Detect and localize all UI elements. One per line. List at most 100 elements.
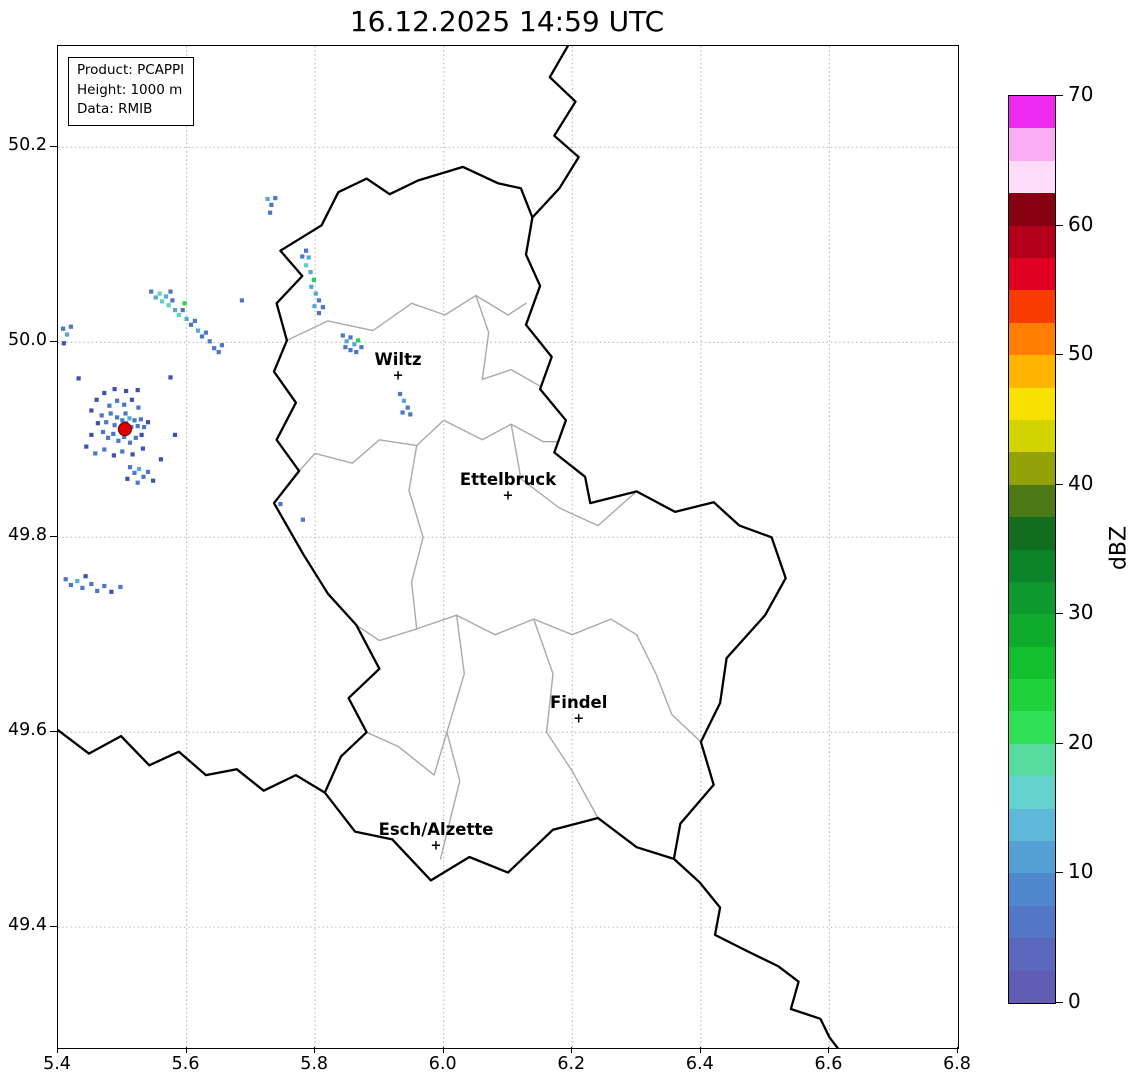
city-marker: + [430, 838, 442, 854]
radar-echo-pixel [61, 341, 66, 346]
x-axis-tick [314, 1047, 316, 1053]
radar-echo-pixel [124, 388, 129, 394]
colorbar-tick-label: 40 [1068, 470, 1094, 495]
radar-echo-pixel [340, 333, 345, 338]
radar-echo-pixel [212, 346, 217, 351]
radar-echo-pixel [184, 316, 189, 321]
colorbar-tick [1056, 354, 1063, 356]
y-axis-tick [50, 146, 57, 148]
colorbar-segment [1009, 96, 1055, 129]
x-axis-tick-label: 5.4 [43, 1054, 71, 1074]
radar-echo-pixel [170, 298, 175, 303]
radar-echo-pixel [313, 291, 318, 296]
radar-echo-pixel [352, 342, 357, 347]
y-axis-tick [50, 731, 57, 733]
colorbar-segment [1009, 355, 1055, 388]
radar-echo-pixel [300, 254, 305, 259]
colorbar-tick [1056, 742, 1063, 744]
colorbar-segment [1009, 938, 1055, 971]
x-axis-tick-label: 5.6 [171, 1054, 200, 1074]
radar-echo-pixel [158, 457, 163, 462]
radar-echo-pixel [95, 588, 100, 593]
radar-echo-pixel [127, 440, 133, 445]
x-axis-tick-label: 6.2 [557, 1054, 586, 1074]
radar-echo-pixel [140, 446, 145, 451]
colorbar-tick [1056, 872, 1063, 874]
radar-echo-pixel [68, 324, 73, 329]
product-info-box: Product: PCAPPI Height: 1000 m Data: RMI… [68, 57, 195, 126]
colorbar-segment [1009, 419, 1055, 453]
radar-echo-pixel [83, 574, 88, 579]
y-axis-tick-label: 49.8 [8, 525, 47, 546]
colorbar-segment [1009, 193, 1055, 226]
radar-echo-pixel [408, 412, 413, 417]
colorbar-segment [1009, 743, 1055, 777]
radar-echo-pixel [192, 318, 197, 323]
radar-echo-pixel [133, 435, 138, 440]
radar-echo-pixel [102, 390, 107, 396]
radar-echo-pixel [89, 408, 94, 413]
radar-echo-pixel [99, 413, 104, 418]
radar-echo-pixel [145, 469, 151, 474]
radar-echo-pixel [75, 579, 80, 584]
y-axis-tick-label: 49.6 [8, 720, 47, 741]
district-border-path [416, 614, 638, 636]
radar-echo-pixel [316, 298, 322, 303]
y-axis-tick [50, 341, 57, 343]
colorbar-segment [1009, 160, 1055, 194]
x-axis-tick [185, 1047, 187, 1053]
radar-echo-pixel [132, 470, 137, 475]
district-border-path [286, 294, 527, 342]
radar-echo-pixel [136, 405, 141, 410]
y-axis-tick-label: 49.4 [8, 915, 47, 936]
radar-echo-pixel [265, 196, 270, 202]
radar-echo-pixel [111, 453, 116, 458]
radar-echo-pixel [163, 294, 169, 299]
radar-echo-pixel [118, 584, 123, 590]
radar-echo-pixel [278, 502, 283, 507]
city-label: Wiltz [374, 350, 422, 370]
country-border-path [531, 46, 580, 219]
radar-echo-pixel [141, 474, 146, 479]
radar-echo-pixel [309, 284, 314, 289]
radar-echo-pixel [61, 326, 66, 331]
x-axis-tick-label: 6.8 [943, 1054, 971, 1074]
country-border-path [272, 165, 787, 882]
radar-echo-pixel [68, 582, 73, 588]
radar-echo-pixel [76, 376, 81, 381]
colorbar-segment [1009, 873, 1055, 906]
colorbar-segment [1009, 128, 1055, 161]
country-border-path [58, 729, 326, 794]
radar-echo-pixel [153, 295, 158, 300]
radar-echo-pixel [160, 299, 165, 304]
colorbar-segment [1009, 711, 1055, 744]
colorbar-segment [1009, 614, 1055, 647]
radar-echo-pixel [136, 466, 142, 472]
radar-echo-pixel [320, 305, 325, 310]
radar-echo-pixel [120, 449, 125, 454]
radar-echo-pixel [93, 451, 98, 456]
colorbar-segment [1009, 679, 1055, 712]
colorbar-segment [1009, 970, 1055, 1003]
radar-echo-pixel [311, 277, 316, 282]
radar-echo-pixel [135, 480, 140, 485]
map-canvas [58, 46, 958, 1048]
radar-site-marker [117, 422, 133, 437]
colorbar-tick-label: 10 [1068, 859, 1094, 884]
radar-echo-pixel [151, 478, 156, 483]
radar-echo-pixel [304, 263, 309, 268]
colorbar-segment [1009, 517, 1055, 550]
radar-echo-pixel [89, 581, 94, 587]
radar-echo-pixel [239, 298, 244, 303]
radar-echo-pixel [104, 420, 109, 425]
radar-echo-pixel [401, 398, 406, 403]
colorbar-tick [1056, 95, 1063, 96]
city-marker: + [392, 368, 404, 384]
info-data-line: Data: RMIB [77, 101, 153, 118]
radar-echo-pixel [138, 417, 143, 422]
x-axis-tick [699, 1047, 701, 1053]
colorbar-tick [1056, 224, 1063, 226]
radar-echo-pixel [343, 345, 348, 350]
radar-echo-pixel [405, 405, 410, 410]
radar-echo-pixel [106, 435, 111, 440]
